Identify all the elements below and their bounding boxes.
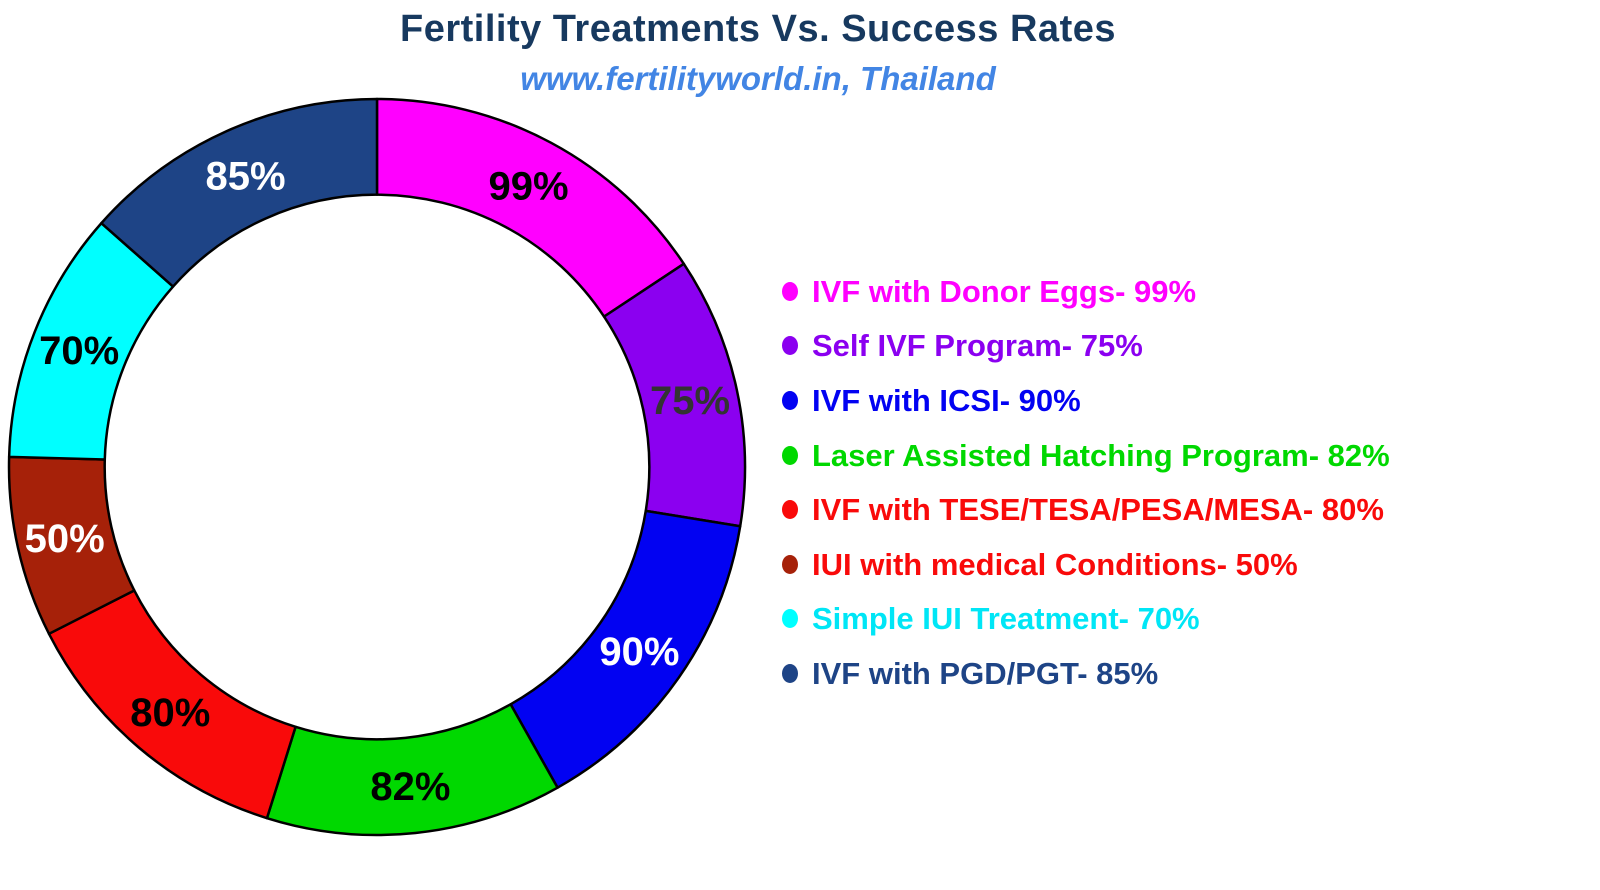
legend-bullet-icon xyxy=(782,390,798,410)
legend-bullet-icon xyxy=(782,445,798,465)
legend-item-1: Self IVF Program- 75% xyxy=(782,319,1390,374)
legend-item-label: Simple IUI Treatment- 70% xyxy=(812,601,1200,637)
legend-item-4: IVF with TESE/TESA/PESA/MESA- 80% xyxy=(782,482,1390,537)
legend-item-7: IVF with PGD/PGT- 85% xyxy=(782,646,1390,701)
slice-label-7: 85% xyxy=(205,155,285,199)
slice-label-4: 80% xyxy=(130,691,210,735)
slice-label-6: 70% xyxy=(39,329,119,373)
legend-item-label: IVF with ICSI- 90% xyxy=(812,382,1081,418)
legend-item-2: IVF with ICSI- 90% xyxy=(782,373,1390,428)
legend-item-label: IVF with TESE/TESA/PESA/MESA- 80% xyxy=(812,492,1384,528)
donut-slice-7 xyxy=(100,97,379,288)
chart-subtitle: www.fertilityworld.in, Thailand xyxy=(520,60,996,97)
legend-bullet-icon xyxy=(782,609,798,629)
slice-label-1: 75% xyxy=(650,379,730,423)
legend-item-3: Laser Assisted Hatching Program- 82% xyxy=(782,428,1390,483)
legend-item-0: IVF with Donor Eggs- 99% xyxy=(782,264,1390,319)
donut-chart: 99% 75% 90% 82% 80% 50% 70% 85% xyxy=(7,97,747,837)
legend-item-label: Laser Assisted Hatching Program- 82% xyxy=(812,437,1390,473)
legend: IVF with Donor Eggs- 99% Self IVF Program… xyxy=(782,264,1390,701)
chart-title: Fertility Treatments Vs. Success Rates xyxy=(400,8,1116,50)
legend-item-label: IUI with medical Conditions- 50% xyxy=(812,546,1298,582)
legend-item-label: IVF with PGD/PGT- 85% xyxy=(812,655,1159,691)
chart-header: Fertility Treatments Vs. Success Rates w… xyxy=(0,6,1516,100)
legend-bullet-icon xyxy=(782,336,798,356)
slice-label-3: 82% xyxy=(370,765,450,809)
legend-item-label: IVF with Donor Eggs- 99% xyxy=(812,273,1197,309)
legend-bullet-icon xyxy=(782,663,798,683)
legend-item-label: Self IVF Program- 75% xyxy=(812,328,1143,364)
legend-bullet-icon xyxy=(782,554,798,574)
legend-item-5: IUI with medical Conditions- 50% xyxy=(782,537,1390,592)
legend-bullet-icon xyxy=(782,281,798,301)
slice-label-5: 50% xyxy=(25,517,105,561)
slice-label-0: 99% xyxy=(488,164,568,208)
legend-bullet-icon xyxy=(782,500,798,520)
slice-label-2: 90% xyxy=(599,630,679,674)
legend-item-6: Simple IUI Treatment- 70% xyxy=(782,592,1390,647)
